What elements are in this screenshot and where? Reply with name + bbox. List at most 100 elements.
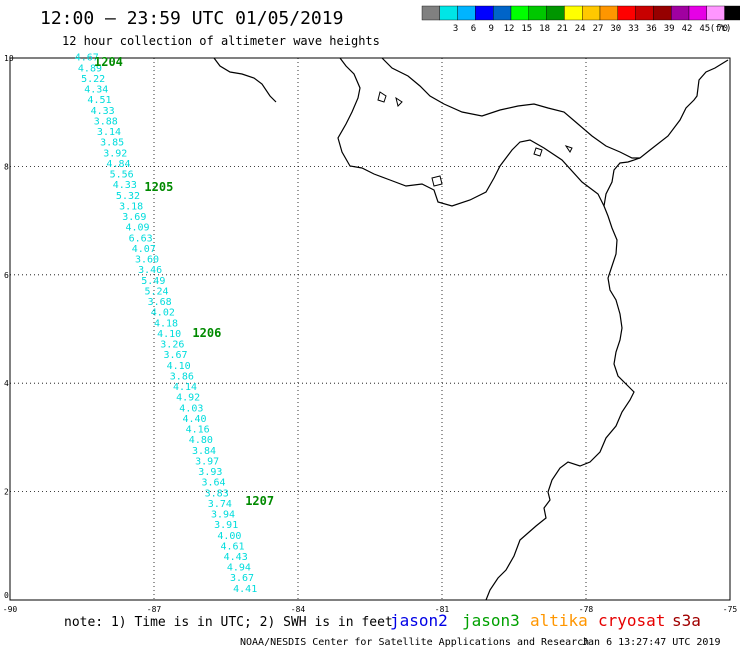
- swh-value: 3.14: [97, 127, 121, 138]
- legend-swatch: [439, 5, 458, 21]
- swh-value: 3.18: [119, 201, 143, 212]
- swh-value: 3.67: [163, 350, 187, 361]
- swh-value: 4.43: [224, 552, 248, 563]
- x-tick-label: -75: [723, 605, 738, 614]
- swh-value: 4.09: [125, 223, 149, 234]
- swh-value: 3.93: [198, 467, 222, 478]
- swh-value: 3.46: [138, 265, 162, 276]
- swh-value: 3.64: [201, 478, 225, 489]
- swh-value: 3.26: [160, 340, 184, 351]
- swh-value: 3.88: [94, 116, 118, 127]
- axis-tick-labels: -90 -87 -84 -81 -78 -75 2 4 6 8 10 0: [3, 54, 738, 614]
- legend-swatch: [635, 5, 654, 21]
- satellite-name: jason3: [462, 611, 520, 630]
- legend-label: 30: [610, 24, 621, 34]
- coastline-caribbean: [381, 57, 640, 159]
- swh-value: 4.89: [78, 63, 102, 74]
- x-tick-label: -87: [147, 605, 162, 614]
- x-tick-label: -84: [291, 605, 306, 614]
- legend-swatch: [599, 5, 618, 21]
- swh-value: 5.24: [144, 286, 168, 297]
- legend-swatch: [582, 5, 601, 21]
- legend-label: 15: [521, 24, 532, 34]
- coastline-costa-rica: [213, 57, 277, 103]
- legend-swatch: [510, 5, 529, 21]
- track-time-labels: 1204 1205 1206 1207: [94, 55, 274, 508]
- y-tick-label: 8: [4, 162, 9, 171]
- swh-value: 4.16: [186, 425, 210, 436]
- legend-swatch: [421, 5, 440, 21]
- legend-label: 12: [504, 24, 515, 34]
- swh-value: 4.03: [179, 403, 203, 414]
- swh-value: 3.68: [148, 297, 172, 308]
- legend-label: 42: [682, 24, 693, 34]
- swh-value: 3.92: [103, 148, 127, 159]
- coastline-islands: [377, 91, 573, 187]
- coastline: [213, 57, 729, 601]
- swh-value: 4.61: [220, 541, 244, 552]
- legend-swatch: [475, 5, 494, 21]
- legend-swatch: [546, 5, 565, 21]
- swh-value: 4.94: [227, 563, 251, 574]
- credit-line: NOAA/NESDIS Center for Satellite Applica…: [240, 637, 589, 648]
- y-tick-label: 10: [4, 54, 14, 63]
- swh-value: 4.67: [75, 53, 99, 64]
- swh-value: 3.86: [170, 371, 194, 382]
- legend-unit: (ft): [710, 24, 732, 34]
- legend-label: 3: [453, 24, 458, 34]
- footnote: note: 1) Time is in UTC; 2) SWH is in fe…: [64, 615, 393, 630]
- legend-label: 39: [664, 24, 675, 34]
- swh-value: 3.74: [208, 499, 232, 510]
- legend-label: 24: [575, 24, 586, 34]
- legend-label: 18: [539, 24, 550, 34]
- y-tick-label: 6: [4, 271, 9, 280]
- legend-swatch: [528, 5, 547, 21]
- swh-value: 4.34: [84, 85, 108, 96]
- swh-value: 3.91: [214, 520, 238, 531]
- satellite-name: cryosat: [598, 611, 665, 630]
- track-time-label: 1207: [245, 494, 274, 508]
- track-time-label: 1206: [192, 326, 221, 340]
- y-tick-label: 4: [4, 379, 9, 388]
- legend-label: 21: [557, 24, 568, 34]
- legend-label: 9: [488, 24, 493, 34]
- satellite-name: altika: [530, 611, 588, 630]
- legend-label: 45: [699, 24, 710, 34]
- x-tick-label: -90: [3, 605, 18, 614]
- swh-value: 4.18: [154, 318, 178, 329]
- swh-value: 3.83: [205, 488, 229, 499]
- legend-label: 6: [471, 24, 476, 34]
- y-tick-label: 2: [4, 488, 9, 497]
- swh-value: 4.00: [217, 531, 241, 542]
- swh-value: 4.33: [113, 180, 137, 191]
- satellite-name: jason2: [390, 611, 448, 630]
- legend-swatch: [671, 5, 690, 21]
- swh-value: 4.07: [132, 244, 156, 255]
- swh-value: 4.33: [91, 106, 115, 117]
- swh-value: 3.94: [211, 510, 235, 521]
- legend-label: 33: [628, 24, 639, 34]
- legend-label: 70: [717, 24, 728, 34]
- swh-value: 3.84: [192, 446, 216, 457]
- swh-value: 3.69: [122, 212, 146, 223]
- track-time-label: 1205: [144, 180, 173, 194]
- swh-value: 4.92: [176, 393, 200, 404]
- legend-swatch: [564, 5, 583, 21]
- satellite-legend: jason2 jason3 altika cryosat s3a: [390, 611, 701, 630]
- legend-swatch: [724, 5, 740, 21]
- color-legend: 3 6 9 12 15 18 21 24 27 30 33 36 39 42 45 70(ft): [421, 5, 740, 34]
- swh-value: 4.84: [106, 159, 130, 170]
- legend-swatch: [493, 5, 512, 21]
- legend-swatch: [617, 5, 636, 21]
- generation-timestamp: Jan 6 13:27:47 UTC 2019: [582, 637, 720, 648]
- swh-value: 5.49: [141, 276, 165, 287]
- swh-value: 4.10: [167, 361, 191, 372]
- legend-label: 27: [593, 24, 604, 34]
- satellite-name: s3a: [672, 611, 701, 630]
- legend-swatch: [688, 5, 707, 21]
- graticule: [10, 58, 730, 600]
- swh-value: 6.63: [129, 233, 153, 244]
- satellite-track-values: 4.674.895.224.344.514.333.883.143.853.92…: [75, 53, 257, 595]
- x-tick-label: -78: [579, 605, 594, 614]
